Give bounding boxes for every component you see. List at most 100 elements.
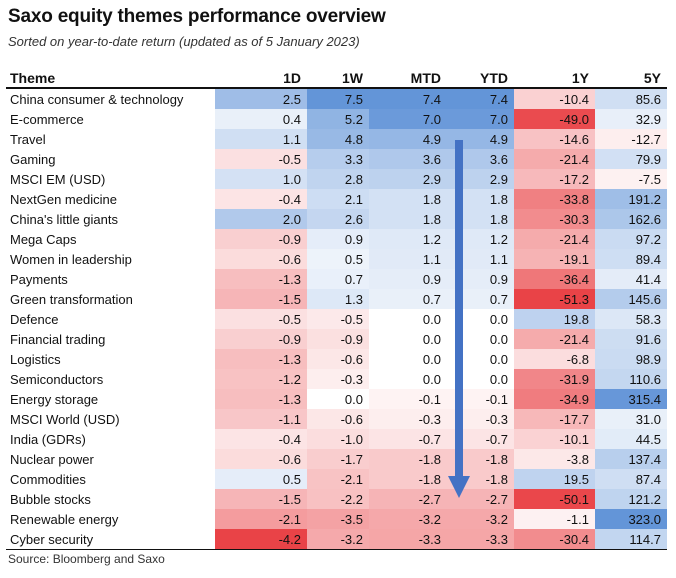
theme-name: Green transformation (10, 291, 133, 307)
table-row: Logistics -1.3 -0.6 0.0 0.0 -6.8 98.9 (6, 349, 667, 369)
theme-name: Travel (10, 131, 46, 147)
value-mtd: -0.3 (369, 409, 447, 429)
value-1y: -30.4 (514, 529, 595, 550)
value-1w: -3.2 (307, 529, 369, 550)
chart-subtitle: Sorted on year-to-date return (updated a… (8, 34, 360, 49)
value-5y: 89.4 (595, 249, 667, 269)
value-mtd: -2.7 (369, 489, 447, 509)
value-5y: 98.9 (595, 349, 667, 369)
value-mtd: -1.8 (369, 469, 447, 489)
theme-name: Semiconductors (10, 371, 104, 387)
theme-name: Energy storage (10, 391, 99, 407)
value-mtd: 0.0 (369, 329, 447, 349)
value-1y: -1.1 (514, 509, 595, 529)
value-5y: -12.7 (595, 129, 667, 149)
value-1w: -1.7 (307, 449, 369, 469)
value-1d: 2.0 (215, 209, 307, 229)
value-1w: 2.1 (307, 189, 369, 209)
value-1w: 0.7 (307, 269, 369, 289)
value-ytd: 0.0 (447, 369, 514, 389)
theme-name: Commodities (10, 471, 86, 487)
value-1w: -2.1 (307, 469, 369, 489)
value-1y: -6.8 (514, 349, 595, 369)
value-mtd: 1.8 (369, 209, 447, 229)
value-1w: 5.2 (307, 109, 369, 129)
value-1y: -21.4 (514, 149, 595, 169)
value-1w: -3.5 (307, 509, 369, 529)
table-row: Mega Caps -0.9 0.9 1.2 1.2 -21.4 97.2 (6, 229, 667, 249)
value-1d: -0.5 (215, 149, 307, 169)
value-mtd: 1.1 (369, 249, 447, 269)
value-ytd: 1.8 (447, 189, 514, 209)
value-5y: 79.9 (595, 149, 667, 169)
value-1y: -33.8 (514, 189, 595, 209)
value-1w: 2.6 (307, 209, 369, 229)
theme-name: MSCI World (USD) (10, 411, 120, 427)
value-ytd: -3.3 (447, 529, 514, 550)
value-5y: -7.5 (595, 169, 667, 189)
value-5y: 110.6 (595, 369, 667, 389)
value-1y: -50.1 (514, 489, 595, 509)
value-1w: 7.5 (307, 88, 369, 109)
value-1w: -0.9 (307, 329, 369, 349)
table-row: Renewable energy -2.1 -3.5 -3.2 -3.2 -1.1 323.… (6, 509, 667, 529)
theme-name: Defence (10, 311, 59, 327)
value-ytd: -1.8 (447, 469, 514, 489)
value-1d: -1.1 (215, 409, 307, 429)
value-ytd: 0.0 (447, 309, 514, 329)
performance-table: Theme 1D 1W MTD YTD 1Y 5Y China consumer & tec… (6, 69, 667, 550)
value-ytd: 7.4 (447, 88, 514, 109)
theme-name: Gaming (10, 151, 56, 167)
theme-name: Renewable energy (10, 511, 119, 527)
value-1y: -10.1 (514, 429, 595, 449)
value-ytd: 3.6 (447, 149, 514, 169)
value-1d: -1.3 (215, 269, 307, 289)
value-mtd: 7.0 (369, 109, 447, 129)
value-5y: 87.4 (595, 469, 667, 489)
table-row: Defence -0.5 -0.5 0.0 0.0 19.8 58.3 (6, 309, 667, 329)
theme-name: China's little giants (10, 211, 118, 227)
table-row: Financial trading -0.9 -0.9 0.0 0.0 -21.4 91.6 (6, 329, 667, 349)
value-mtd: 0.7 (369, 289, 447, 309)
value-mtd: 2.9 (369, 169, 447, 189)
value-1w: 0.5 (307, 249, 369, 269)
value-ytd: 1.2 (447, 229, 514, 249)
value-ytd: 0.0 (447, 349, 514, 369)
value-ytd: 0.0 (447, 329, 514, 349)
value-5y: 31.0 (595, 409, 667, 429)
value-1w: -1.0 (307, 429, 369, 449)
table-row: Green transformation -1.5 1.3 0.7 0.7 -51.3 14… (6, 289, 667, 309)
theme-name: Bubble stocks (10, 491, 91, 507)
table-row: MSCI EM (USD) 1.0 2.8 2.9 2.9 -17.2 -7.5 (6, 169, 667, 189)
theme-name: MSCI EM (USD) (10, 171, 106, 187)
source-note: Source: Bloomberg and Saxo (8, 552, 165, 566)
value-1d: -0.9 (215, 329, 307, 349)
value-1d: -0.9 (215, 229, 307, 249)
header-mtd: MTD (369, 69, 447, 89)
table-row: India (GDRs) -0.4 -1.0 -0.7 -0.7 -10.1 44.5 (6, 429, 667, 449)
table-row: Bubble stocks -1.5 -2.2 -2.7 -2.7 -50.1 121.2 (6, 489, 667, 509)
header-5y: 5Y (595, 69, 667, 89)
value-ytd: 0.7 (447, 289, 514, 309)
value-1y: -21.4 (514, 329, 595, 349)
value-ytd: -2.7 (447, 489, 514, 509)
header-ytd: YTD (447, 69, 514, 89)
value-ytd: 7.0 (447, 109, 514, 129)
value-5y: 114.7 (595, 529, 667, 550)
theme-name: India (GDRs) (10, 431, 86, 447)
table-body: China consumer & technology 2.5 7.5 7.4 7.4-… (6, 88, 667, 550)
value-1y: -10.4 (514, 88, 595, 109)
value-1y: -36.4 (514, 269, 595, 289)
table-header-row: Theme 1D 1W MTD YTD 1Y 5Y (6, 69, 667, 89)
value-1y: -34.9 (514, 389, 595, 409)
table-row: Energy storage -1.3 0.0 -0.1 -0.1 -34.9 315.4 (6, 389, 667, 409)
value-5y: 97.2 (595, 229, 667, 249)
value-1d: -4.2 (215, 529, 307, 550)
value-5y: 121.2 (595, 489, 667, 509)
table-row: Commodities 0.5 -2.1 -1.8 -1.8 19.5 87.4 (6, 469, 667, 489)
value-1w: -0.3 (307, 369, 369, 389)
value-mtd: 0.0 (369, 309, 447, 329)
value-1d: 0.5 (215, 469, 307, 489)
value-ytd: 2.9 (447, 169, 514, 189)
table-row: Women in leadership -0.6 0.5 1.1 1.1 -19.1 89.… (6, 249, 667, 269)
